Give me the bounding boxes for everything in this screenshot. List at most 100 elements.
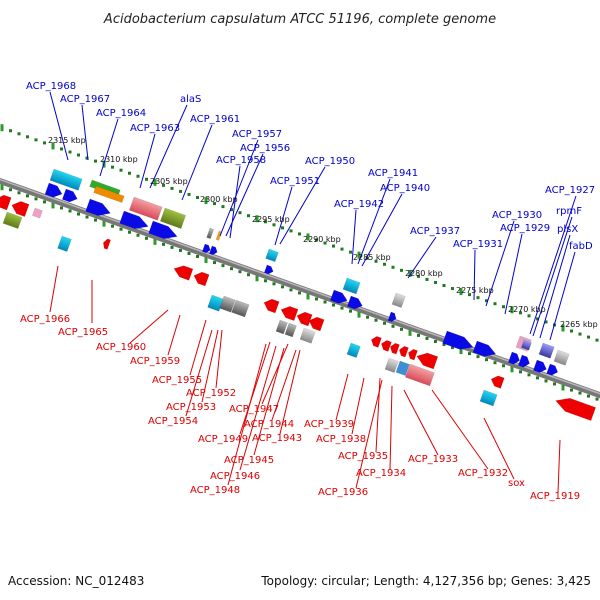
ruler-dot [272,282,276,286]
label-leader-line [239,345,277,471]
reverse-gene-arrow [555,397,596,421]
ruler-dot [204,256,208,264]
ruler-dot [119,168,123,172]
ruler-dot [315,297,318,301]
forward-gene-arrow [546,363,559,376]
scale-tick-label: 2315 kbp [48,136,86,145]
ruler-dot [153,178,157,186]
gene-label: ACP_1946 [210,471,260,482]
ruler-dot [94,159,97,163]
ruler-dot [9,129,12,133]
gene-label: ACP_1939 [304,419,354,430]
gene-label: rpmF [556,206,582,217]
ruler-dot [204,197,208,205]
gene-label: ACP_1931 [453,239,503,250]
ruler-dot [374,259,378,263]
ruler-dot [366,315,369,319]
label-leader-line [504,233,523,315]
feature-box [219,295,236,313]
forward-gene-arrow [329,289,348,304]
label-leader-line [99,118,119,177]
ruler-dot [170,245,174,249]
reverse-gene-arrow [490,375,505,389]
gene-label: ACP_1935 [338,451,388,462]
map-title: Acidobacterium capsulatum ATCC 51196, co… [103,12,496,27]
ruler-dot [502,364,505,368]
label-leader-line [229,165,241,239]
ruler-dots [0,124,599,401]
ruler-dot [9,188,12,192]
reverse-gene-arrow [371,336,382,348]
gene-label: ACP_1944 [244,419,294,430]
feature-box [346,342,361,358]
reverse-gene-arrow [11,201,30,217]
ruler-dot [578,332,582,336]
ruler-dot [451,346,454,350]
label-leader-line [431,389,489,470]
ruler-dot [527,373,531,377]
ruler-dot [442,343,446,347]
forward-gene-arrow [44,182,63,198]
gene-label: ACP_1953 [166,402,216,413]
forward-gene-arrow [472,340,497,357]
label-leader-line [167,314,181,356]
gene-label: ACP_1947 [229,404,279,415]
label-leader-line [389,385,393,471]
scale-tick-labels: 2315 kbp 2310 kbp 2305 kbp 2300 kbp 2295 kbp… [48,136,598,329]
scale-tick-label: 2295 kbp [252,215,290,224]
gene-label: ACP_1950 [305,156,355,167]
label-leader-line [529,195,577,335]
ruler-dot [587,335,590,339]
ruler-dot [315,238,318,242]
forward-gene-arrow [517,354,530,368]
label-leader-line [361,193,403,267]
ruler-dot [349,309,352,313]
gene-label: ACP_1951 [270,176,320,187]
ruler-dot [289,229,293,233]
forward-gene-arrow [532,359,547,373]
gene-label: ACP_1942 [334,199,384,210]
ruler-dot [519,311,522,315]
gene-label: ACP_1934 [356,468,406,479]
ruler-dot [570,388,573,392]
label-leader-line [549,251,576,341]
ruler-dot [26,194,29,198]
gene-label: fabD [569,241,593,252]
label-leader-line [271,349,297,421]
label-leader-line [532,216,573,337]
ruler-dot [510,306,514,314]
ruler-dot [162,183,165,187]
forward-gene-arrow [61,188,78,203]
ruler-dot [102,219,106,227]
gene-labels: ACP_1968 ACP_1967 ACP_1964 alaS ACP_1963 ACP_… [20,81,595,502]
gene-label: ACP_1933 [408,454,458,465]
label-leader-line [81,104,89,161]
ruler-dot [451,287,454,291]
ruler-dot [485,358,488,362]
ruler-dot [578,391,582,395]
gene-label: ACP_1932 [458,468,508,479]
scale-tick-label: 2270 kbp [508,305,546,314]
ruler-dot [255,215,259,223]
ruler-dot [425,336,429,340]
forward-gene-arrow [201,243,211,254]
label-leader-line [557,439,561,493]
ruler-dot [51,201,55,209]
label-leader-line [219,139,259,237]
forward-gene-arrow [507,351,520,365]
label-leader-line [351,377,365,435]
feature-box [2,211,23,230]
ruler-dot [119,227,123,231]
reverse-gene-arrow [408,348,418,361]
feature-box [553,349,570,366]
gene-label: ACP_1930 [492,210,542,221]
ruler-dot [68,150,72,154]
label-leader-line [185,329,213,417]
ruler-dot [425,277,429,281]
ruler-dot [187,251,191,255]
ruler-dot [264,279,267,283]
forward-gene-arrow [263,264,274,275]
feature-box [159,207,187,229]
reverse-gene-arrow [399,345,409,358]
